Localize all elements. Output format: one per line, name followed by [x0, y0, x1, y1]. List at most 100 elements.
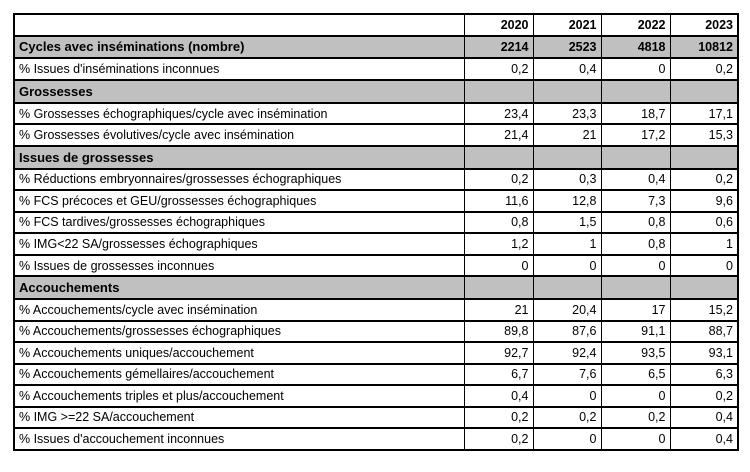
row-label-cell: % Accouchements uniques/accouchement [13, 341, 465, 365]
value-cell: 6,7 [463, 362, 534, 387]
year-header-row: 2020 2021 2022 2023 [13, 13, 739, 37]
value-cell [600, 78, 671, 104]
row-label-cell: % Accouchements gémellaires/accouchement [13, 362, 465, 387]
row-label-cell: % Réductions embryonnaires/grossesses éc… [13, 167, 465, 192]
value-cell: 0,2 [463, 405, 534, 430]
row-label-cell: % FCS tardives/grossesses échographiques [13, 210, 465, 235]
value-cell: 2214 [463, 34, 534, 60]
value-cell: 0,2 [600, 405, 671, 430]
value-cell [463, 144, 534, 170]
row-label-cell: % Accouchements/grossesses échographique… [13, 319, 465, 344]
value-cell: 17 [600, 298, 671, 322]
table-row: % Issues d'inséminations inconnues 0,2 0,4… [13, 57, 739, 81]
value-cell: 20,4 [532, 298, 602, 322]
value-cell: 88,7 [669, 319, 739, 344]
value-cell [669, 275, 739, 301]
value-cell: 93,5 [600, 341, 671, 365]
value-cell: 15,2 [669, 298, 739, 322]
value-cell: 1 [669, 232, 739, 256]
value-cell: 0,2 [669, 384, 739, 408]
table-row: % Accouchements triples et plus/accouche… [13, 384, 739, 408]
value-cell: 91,1 [600, 319, 671, 344]
table-row: % Grossesses évolutives/cycle avec insém… [13, 123, 739, 147]
value-cell: 89,8 [463, 319, 534, 344]
section-row: Accouchements [13, 275, 739, 301]
value-cell [669, 78, 739, 104]
value-cell: 21,4 [463, 123, 534, 147]
table-row: % Réductions embryonnaires/grossesses éc… [13, 167, 739, 192]
value-cell: 92,4 [532, 341, 602, 365]
value-cell: 0 [600, 384, 671, 408]
value-cell: 0,4 [669, 405, 739, 430]
section-row: Grossesses [13, 78, 739, 104]
value-cell: 2523 [532, 34, 602, 60]
value-cell: 0,8 [600, 232, 671, 256]
value-cell: 0 [463, 253, 534, 278]
value-cell: 7,3 [600, 189, 671, 213]
table-row: % FCS précoces et GEU/grossesses échogra… [13, 189, 739, 213]
value-cell: 6,3 [669, 362, 739, 387]
value-cell [600, 144, 671, 170]
corner-cell [13, 13, 465, 37]
value-cell: 0 [532, 384, 602, 408]
value-cell: 0,6 [669, 210, 739, 235]
value-cell: 17,1 [669, 101, 739, 126]
value-cell: 0,2 [463, 167, 534, 192]
table-row: % IMG<22 SA/grossesses échographiques 1,2… [13, 232, 739, 256]
value-cell: 0,4 [463, 384, 534, 408]
table-row: % IMG >=22 SA/accouchement 0,2 0,2 0,2 0,4 [13, 405, 739, 430]
row-label-cell: % Grossesses évolutives/cycle avec insém… [13, 123, 465, 147]
row-label-cell: Issues de grossesses [13, 144, 465, 170]
value-cell: 21 [463, 298, 534, 322]
value-cell: 1,2 [463, 232, 534, 256]
value-cell [463, 78, 534, 104]
row-label-cell: Accouchements [13, 275, 465, 301]
value-cell: 0,4 [532, 57, 602, 81]
value-cell: 9,6 [669, 189, 739, 213]
value-cell: 6,5 [600, 362, 671, 387]
value-cell [600, 275, 671, 301]
value-cell: 87,6 [532, 319, 602, 344]
value-cell: 0 [600, 253, 671, 278]
row-label-cell: % Grossesses échographiques/cycle avec i… [13, 101, 465, 126]
value-cell: 0,8 [600, 210, 671, 235]
value-cell: 21 [532, 123, 602, 147]
table-row: % FCS tardives/grossesses échographiques… [13, 210, 739, 235]
value-cell: 12,8 [532, 189, 602, 213]
table-row: % Accouchements gémellaires/accouchement… [13, 362, 739, 387]
table-row: % Accouchements/grossesses échographique… [13, 319, 739, 344]
row-label-cell: % Issues d'inséminations inconnues [13, 57, 465, 81]
value-cell: 1 [532, 232, 602, 256]
value-cell: 0,8 [463, 210, 534, 235]
value-cell: 0 [669, 253, 739, 278]
value-cell: 0,2 [669, 167, 739, 192]
row-label-cell: % FCS précoces et GEU/grossesses échogra… [13, 189, 465, 213]
year-header-cell: 2023 [669, 13, 739, 37]
value-cell: 0 [600, 427, 671, 451]
row-label-cell: % Issues d'accouchement inconnues [13, 427, 465, 451]
row-label-cell: % IMG<22 SA/grossesses échographiques [13, 232, 465, 256]
value-cell: 15,3 [669, 123, 739, 147]
value-cell [532, 78, 602, 104]
row-label-cell: % IMG >=22 SA/accouchement [13, 405, 465, 430]
row-label-cell: Grossesses [13, 78, 465, 104]
value-cell: 10812 [669, 34, 739, 60]
value-cell: 93,1 [669, 341, 739, 365]
value-cell [532, 144, 602, 170]
value-cell: 4818 [600, 34, 671, 60]
value-cell: 0,4 [669, 427, 739, 451]
value-cell: 1,5 [532, 210, 602, 235]
year-header-cell: 2021 [532, 13, 602, 37]
year-header-cell: 2020 [463, 13, 534, 37]
value-cell: 0 [532, 253, 602, 278]
row-label-cell: % Issues de grossesses inconnues [13, 253, 465, 278]
value-cell: 0,2 [463, 427, 534, 451]
row-label-cell: % Accouchements/cycle avec insémination [13, 298, 465, 322]
value-cell: 0 [532, 427, 602, 451]
value-cell: 0,3 [532, 167, 602, 192]
table-row: % Accouchements/cycle avec insémination 2… [13, 298, 739, 322]
table-row: % Issues de grossesses inconnues 0 0 0 0 [13, 253, 739, 278]
value-cell [532, 275, 602, 301]
row-label-cell: % Accouchements triples et plus/accouche… [13, 384, 465, 408]
value-cell: 23,4 [463, 101, 534, 126]
